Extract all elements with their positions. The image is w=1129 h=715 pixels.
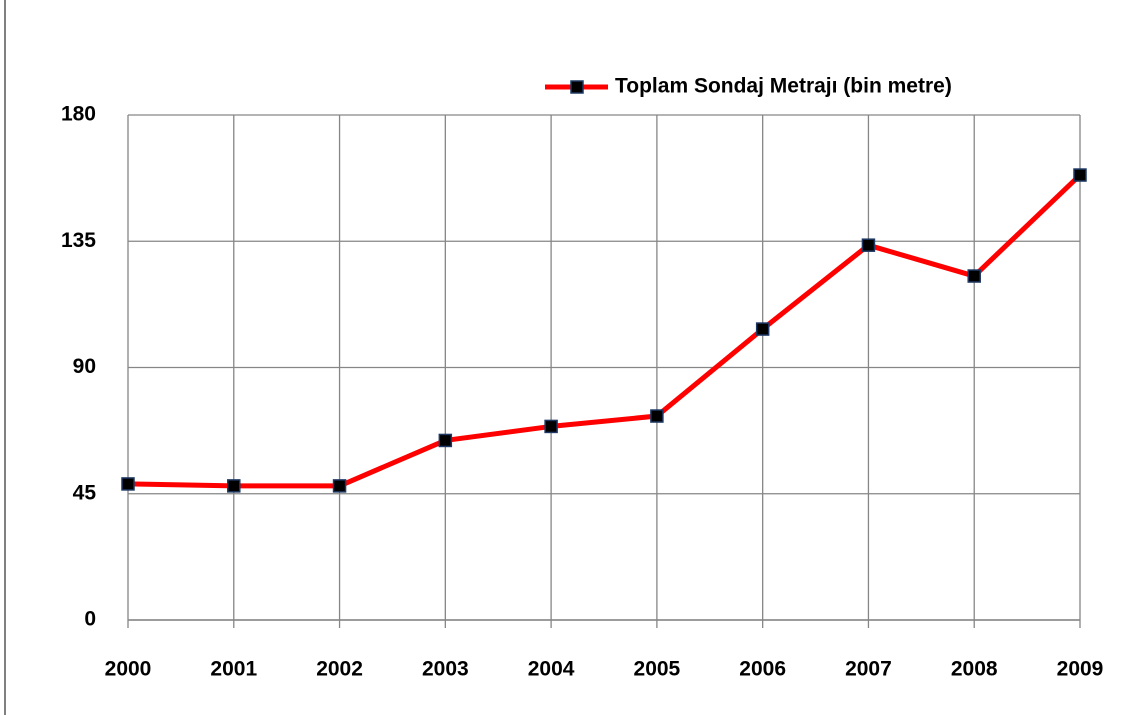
point-marker [755, 322, 770, 336]
point-marker [544, 419, 558, 434]
y-tick-label: 90 [73, 355, 96, 378]
point-marker [332, 479, 347, 493]
x-tick-label: 2003 [422, 658, 469, 681]
point-marker [967, 269, 981, 283]
x-tick-label: 2001 [210, 658, 257, 681]
x-tick-label: 2007 [845, 658, 892, 681]
legend-marker [570, 80, 584, 94]
legend-label: Toplam Sondaj Metrajı (bin metre) [615, 75, 952, 98]
point-marker [121, 477, 135, 491]
x-tick-label: 2008 [951, 658, 998, 681]
x-tick-label: 2006 [739, 658, 786, 681]
y-tick-label: 45 [73, 481, 97, 504]
point-marker [1073, 168, 1087, 182]
y-tick-label: 135 [61, 229, 96, 252]
point-marker [650, 409, 664, 423]
point-marker [438, 433, 453, 448]
x-tick-label: 2009 [1057, 658, 1104, 681]
x-tick-label: 2005 [634, 658, 681, 681]
series-line [127, 173, 1082, 489]
point-marker [227, 479, 241, 493]
x-tick-label: 2002 [316, 658, 363, 681]
point-marker [861, 238, 876, 252]
x-tick-label: 2000 [105, 658, 152, 681]
y-tick-label: 180 [61, 103, 96, 126]
y-tick-label: 0 [84, 608, 96, 631]
x-tick-label: 2004 [528, 658, 575, 681]
